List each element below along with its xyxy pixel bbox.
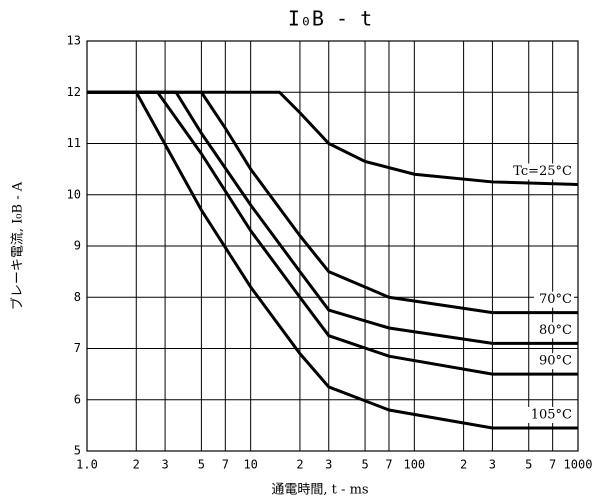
x-tick-label: 3	[161, 458, 168, 472]
y-axis-label: ブレーキ電流, I₀B - A	[10, 181, 26, 310]
x-tick-label: 5	[198, 458, 205, 472]
x-tick-label: 5	[361, 458, 368, 472]
y-tick-label: 6	[74, 392, 81, 406]
x-tick-label: 7	[222, 458, 229, 472]
chart-title: I₀B - t	[288, 7, 372, 31]
series-label: 90°C	[539, 354, 572, 369]
series-label: Tc=25°C	[513, 164, 572, 179]
y-tick-label: 11	[67, 136, 81, 150]
y-tick-label: 5	[74, 444, 81, 458]
x-tick-label: 7	[549, 458, 556, 472]
series-line	[87, 90, 578, 376]
series-line	[87, 90, 579, 186]
x-tick-label: 7	[385, 458, 392, 472]
y-tick-label: 8	[74, 290, 81, 304]
plot-frame	[86, 40, 579, 452]
label-bg	[534, 291, 574, 308]
label-bg	[504, 163, 574, 180]
y-tick-label: 12	[67, 85, 81, 99]
y-tick-label: 10	[67, 187, 81, 201]
label-bg	[524, 406, 574, 423]
x-tick-label: 100	[403, 458, 425, 472]
x-tick-label: 1.0	[76, 458, 98, 472]
x-tick-label: 3	[489, 458, 496, 472]
y-tick-label: 7	[74, 341, 81, 355]
label-bg	[534, 353, 574, 370]
series-line	[87, 90, 578, 345]
x-tick-label: 3	[325, 458, 332, 472]
x-axis-label: 通電時間, t - ms	[271, 483, 368, 498]
series-line	[87, 90, 578, 315]
x-tick-label: 2	[460, 458, 467, 472]
x-tick-label: 1000	[564, 458, 593, 472]
x-tick-label: 2	[296, 458, 303, 472]
x-tick-label: 2	[133, 458, 140, 472]
series-line	[87, 90, 578, 430]
y-tick-label: 9	[74, 239, 81, 253]
x-tick-label: 10	[243, 458, 257, 472]
y-tick-label: 13	[67, 34, 81, 48]
series-label: 105°C	[531, 407, 572, 422]
series-label: 80°C	[539, 323, 572, 338]
series-label: 70°C	[539, 292, 572, 307]
label-bg	[534, 322, 574, 339]
x-tick-label: 5	[525, 458, 532, 472]
